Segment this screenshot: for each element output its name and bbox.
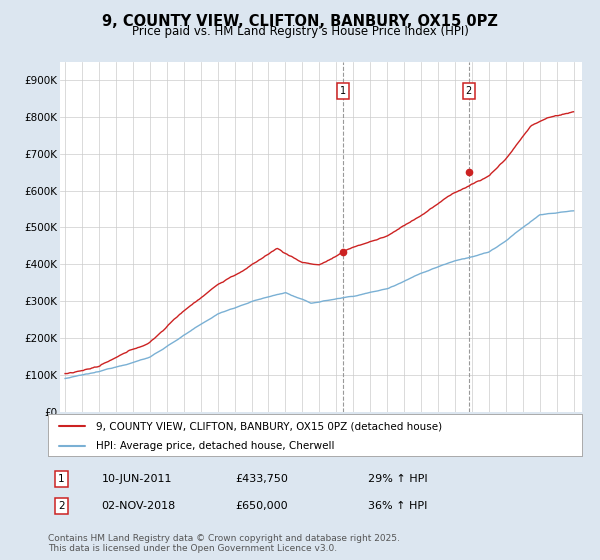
Text: £433,750: £433,750: [235, 474, 288, 484]
Text: Contains HM Land Registry data © Crown copyright and database right 2025.
This d: Contains HM Land Registry data © Crown c…: [48, 534, 400, 553]
Text: HPI: Average price, detached house, Cherwell: HPI: Average price, detached house, Cher…: [96, 441, 335, 451]
Text: 2: 2: [58, 501, 65, 511]
Text: 10-JUN-2011: 10-JUN-2011: [101, 474, 172, 484]
Text: 9, COUNTY VIEW, CLIFTON, BANBURY, OX15 0PZ: 9, COUNTY VIEW, CLIFTON, BANBURY, OX15 0…: [102, 14, 498, 29]
Text: 9, COUNTY VIEW, CLIFTON, BANBURY, OX15 0PZ (detached house): 9, COUNTY VIEW, CLIFTON, BANBURY, OX15 0…: [96, 421, 442, 431]
Text: 1: 1: [340, 86, 346, 96]
Text: 1: 1: [58, 474, 65, 484]
Text: 36% ↑ HPI: 36% ↑ HPI: [368, 501, 428, 511]
Text: 02-NOV-2018: 02-NOV-2018: [101, 501, 176, 511]
Text: 29% ↑ HPI: 29% ↑ HPI: [368, 474, 428, 484]
Text: Price paid vs. HM Land Registry's House Price Index (HPI): Price paid vs. HM Land Registry's House …: [131, 25, 469, 38]
Text: £650,000: £650,000: [235, 501, 287, 511]
Text: 2: 2: [466, 86, 472, 96]
